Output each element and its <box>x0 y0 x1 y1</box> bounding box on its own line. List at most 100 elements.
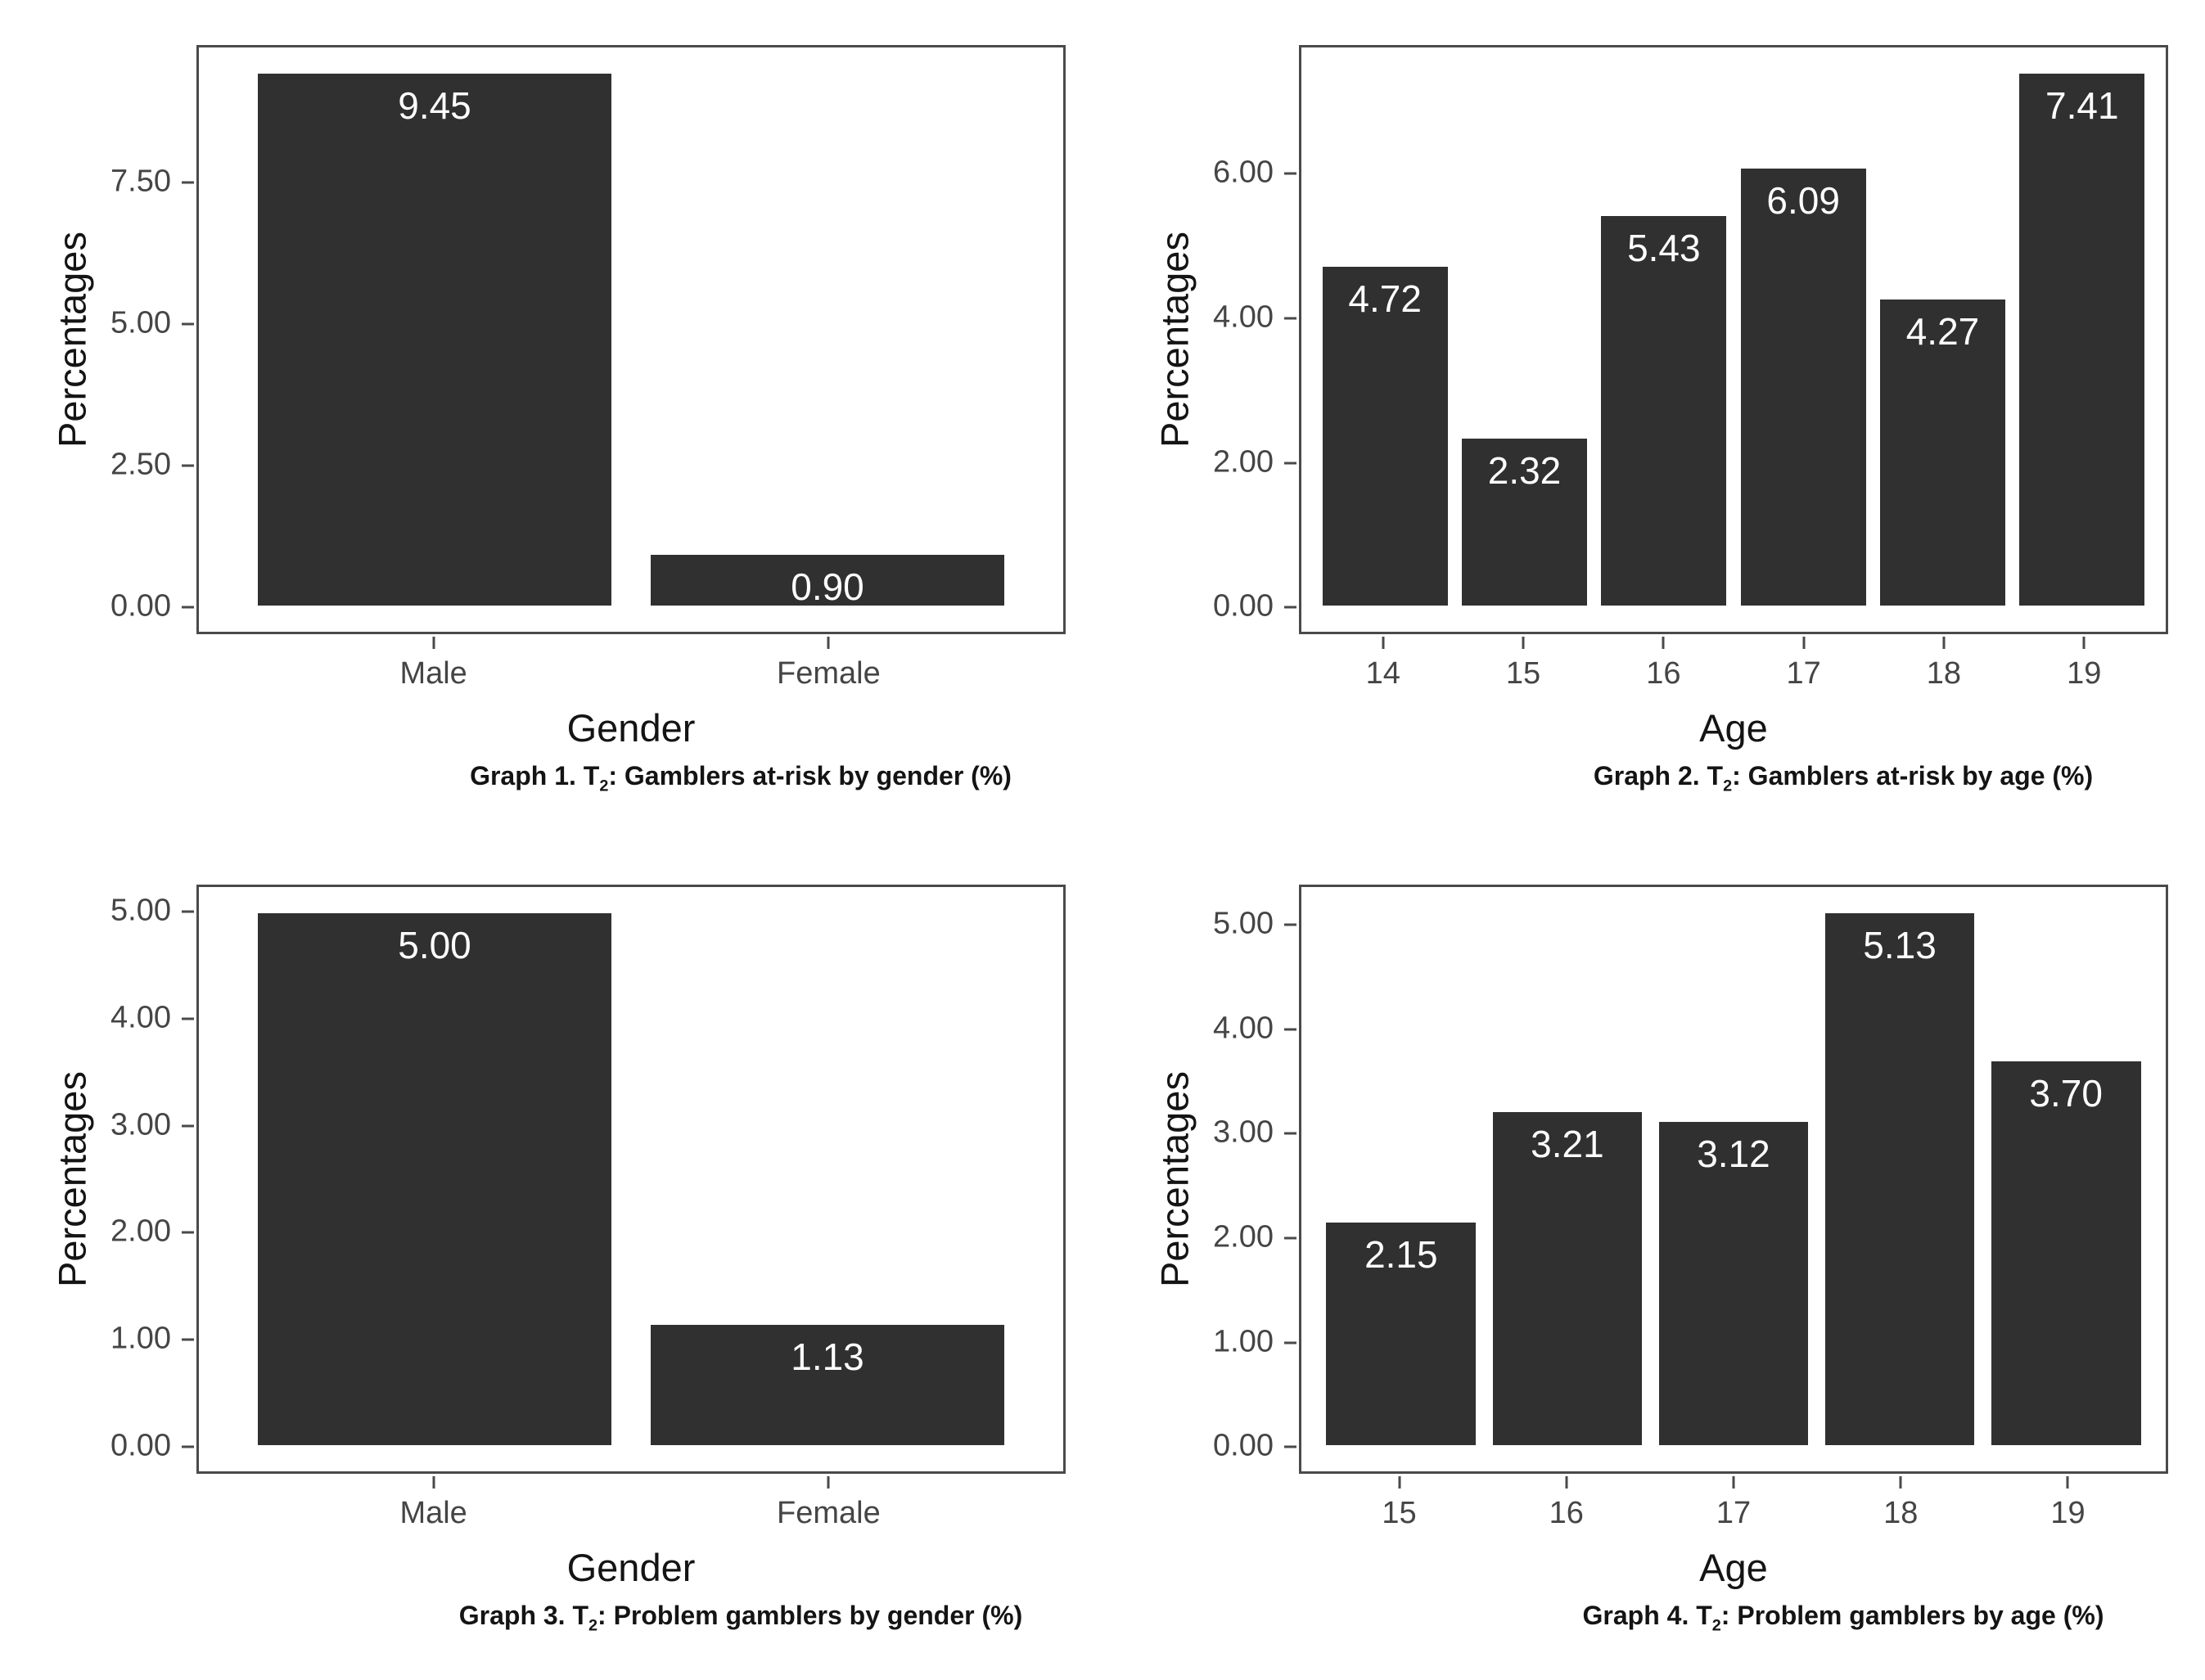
panel: 5.00 1.13 <box>196 885 1066 1474</box>
y-tick-mark <box>1284 317 1296 320</box>
y-tick-label: 2.50 <box>110 447 171 482</box>
caption-prefix: Graph 3. T <box>458 1601 588 1630</box>
x-tick-label: 17 <box>1716 1496 1752 1530</box>
x-axis: Male Female <box>196 634 1066 708</box>
caption-prefix: Graph 2. T <box>1593 761 1724 790</box>
caption-suffix: : Problem gamblers by age (%) <box>1720 1601 2104 1630</box>
chart-gamblers-at-risk-by-gender: Percentages 0.00 2.50 5.00 7.50 9.45 0.90 Ma… <box>0 0 1102 840</box>
bar-value-label: 5.13 <box>1863 924 1937 967</box>
y-tick-mark <box>1284 1341 1296 1344</box>
x-tick-label: 16 <box>1646 656 1681 691</box>
x-axis: Male Female <box>196 1474 1066 1547</box>
bar-16: 5.43 <box>1601 215 1727 606</box>
x-tick-label: 19 <box>2050 1496 2086 1530</box>
bar-18: 4.27 <box>1879 299 2006 606</box>
y-tick-mark <box>182 464 194 467</box>
chart-caption: Graph 4. T2: Problem gamblers by age (%) <box>1483 1601 2203 1635</box>
y-tick-label: 4.00 <box>110 1000 171 1035</box>
x-axis-title: Age <box>1699 1546 1768 1589</box>
y-tick-mark <box>1284 1028 1296 1031</box>
bar-female: 1.13 <box>651 1324 1004 1445</box>
bar-value-label: 6.09 <box>1766 179 1840 223</box>
caption-subscript: 2 <box>588 1616 598 1635</box>
x-tick-mark <box>827 637 830 649</box>
caption-prefix: Graph 4. T <box>1582 1601 1712 1630</box>
bar-19: 7.41 <box>2019 74 2145 606</box>
y-tick-mark <box>182 910 194 913</box>
y-tick-mark <box>182 1445 194 1448</box>
panel: 2.15 3.21 3.12 5.13 3.70 <box>1299 885 2168 1474</box>
x-tick-mark <box>2066 1476 2069 1489</box>
y-tick-label: 2.00 <box>110 1214 171 1250</box>
chart-caption: Graph 2. T2: Gamblers at-risk by age (%) <box>1483 761 2203 795</box>
panel: 9.45 0.90 <box>196 45 1066 634</box>
y-tick-label: 3.00 <box>110 1107 171 1142</box>
bar-value-label: 1.13 <box>791 1335 864 1378</box>
y-tick-mark <box>1284 1132 1296 1135</box>
chart-problem-gamblers-by-gender: Percentages 0.00 1.00 2.00 3.00 4.00 5.00 5.0… <box>0 840 1102 1680</box>
y-tick-label: 5.00 <box>110 893 171 928</box>
panel: 4.72 2.32 5.43 6.09 4.27 7.41 <box>1299 45 2168 634</box>
caption-suffix: : Gamblers at-risk by gender (%) <box>608 761 1012 790</box>
y-tick-label: 4.00 <box>1213 1011 1274 1046</box>
x-tick-mark <box>1662 637 1665 649</box>
y-tick-mark <box>1284 923 1296 926</box>
x-tick-mark <box>432 637 435 649</box>
y-tick-label: 2.00 <box>1213 444 1274 480</box>
caption-prefix: Graph 1. T <box>470 761 600 790</box>
y-tick-mark <box>1284 606 1296 609</box>
x-tick-label: 19 <box>2067 656 2102 691</box>
x-tick-mark <box>827 1476 830 1489</box>
x-tick-mark <box>432 1476 435 1489</box>
y-tick-label: 0.00 <box>110 1428 171 1463</box>
y-tick-label: 2.00 <box>1213 1219 1274 1254</box>
y-axis: 0.00 1.00 2.00 3.00 4.00 5.00 <box>0 885 194 1474</box>
y-axis: 0.00 2.50 5.00 7.50 <box>0 45 194 634</box>
x-tick-mark <box>1382 637 1385 649</box>
x-axis-title: Age <box>1699 706 1768 750</box>
x-tick-label: Male <box>399 1496 467 1530</box>
caption-subscript: 2 <box>1711 1616 1721 1635</box>
bar-value-label: 4.27 <box>1905 309 1980 353</box>
bar-value-label: 5.43 <box>1627 226 1701 269</box>
bar-value-label: 5.00 <box>398 924 471 967</box>
x-tick-mark <box>1522 637 1525 649</box>
x-tick-label: 17 <box>1786 656 1821 691</box>
bar-value-label: 0.90 <box>791 565 864 608</box>
bar-16: 3.21 <box>1492 1112 1643 1445</box>
y-tick-mark <box>182 1124 194 1128</box>
bar-15: 2.15 <box>1326 1222 1477 1445</box>
y-tick-mark <box>1284 172 1296 175</box>
chart-problem-gamblers-by-age: Percentages 0.00 1.00 2.00 3.00 4.00 5.00 2.1… <box>1102 840 2205 1680</box>
x-axis: 14 15 16 17 18 19 <box>1299 634 2168 708</box>
y-tick-mark <box>1284 1445 1296 1448</box>
y-tick-mark <box>182 606 194 609</box>
bar-value-label: 3.12 <box>1697 1132 1770 1175</box>
x-tick-mark <box>1942 637 1946 649</box>
bar-value-label: 9.45 <box>398 84 471 128</box>
x-tick-mark <box>2082 637 2086 649</box>
y-tick-label: 1.00 <box>110 1321 171 1356</box>
x-tick-label: 18 <box>1883 1496 1919 1530</box>
x-tick-mark <box>1732 1476 1735 1489</box>
bar-14: 4.72 <box>1322 267 1448 606</box>
y-axis: 0.00 2.00 4.00 6.00 <box>1102 45 1296 634</box>
x-tick-label: 14 <box>1365 656 1400 691</box>
y-tick-label: 5.00 <box>110 305 171 340</box>
x-tick-label: 15 <box>1382 1496 1417 1530</box>
y-axis: 0.00 1.00 2.00 3.00 4.00 5.00 <box>1102 885 1296 1474</box>
bar-15: 2.32 <box>1461 439 1588 606</box>
y-tick-mark <box>1284 462 1296 465</box>
x-tick-mark <box>1802 637 1806 649</box>
x-axis-title: Gender <box>566 706 696 750</box>
chart-caption: Graph 3. T2: Problem gamblers by gender … <box>381 1601 1101 1635</box>
x-tick-label: 15 <box>1505 656 1541 691</box>
x-tick-mark <box>1565 1476 1568 1489</box>
y-tick-label: 1.00 <box>1213 1324 1274 1359</box>
y-tick-mark <box>182 1017 194 1020</box>
bar-value-label: 2.15 <box>1364 1232 1438 1276</box>
x-tick-label: Male <box>399 656 467 691</box>
y-tick-label: 0.00 <box>1213 1428 1274 1463</box>
caption-suffix: : Problem gamblers by gender (%) <box>597 1601 1023 1630</box>
y-tick-mark <box>182 1338 194 1341</box>
